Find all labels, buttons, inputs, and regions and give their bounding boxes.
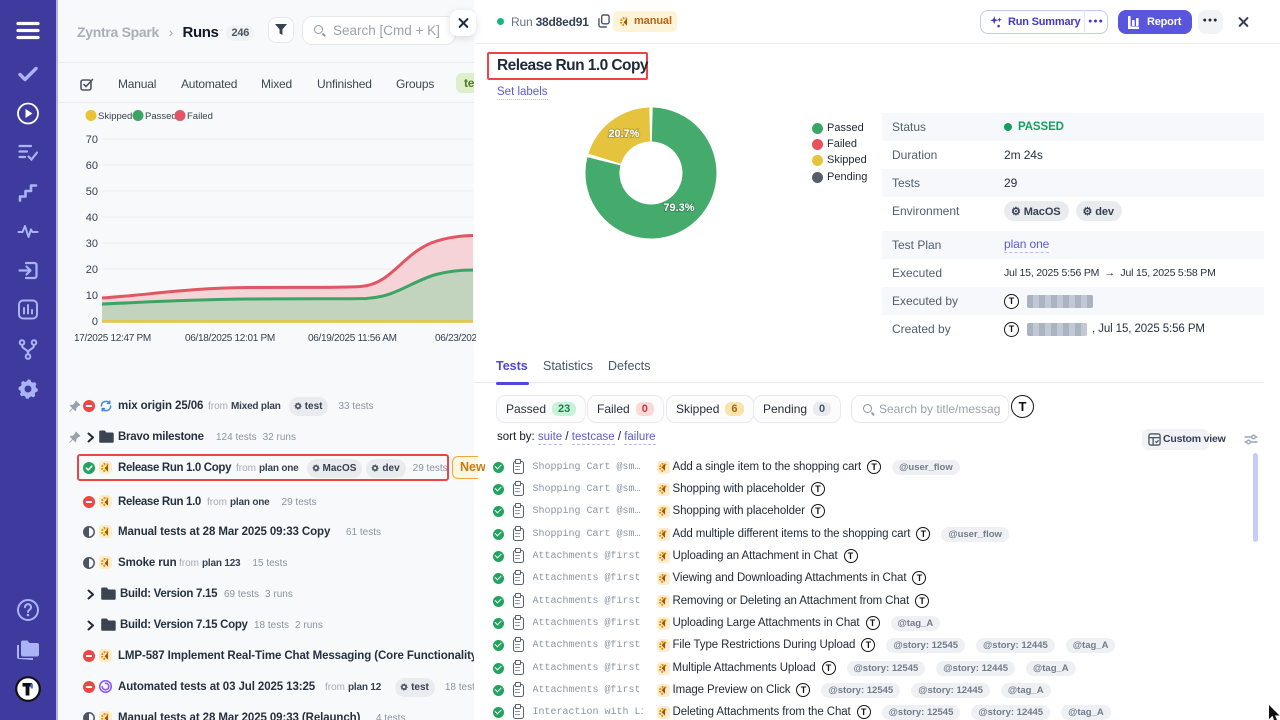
svg-text:06/18/2025 12:01 PM: 06/18/2025 12:01 PM	[185, 333, 275, 344]
svg-text:10: 10	[86, 290, 98, 302]
svg-text:70: 70	[86, 134, 98, 146]
svg-text:50: 50	[86, 186, 98, 198]
svg-text:30: 30	[86, 238, 98, 250]
svg-text:06/19/2025 11:56 AM: 06/19/2025 11:56 AM	[308, 333, 397, 344]
svg-text:Passed: Passed	[145, 111, 177, 122]
svg-text:20.7%: 20.7%	[608, 128, 639, 140]
svg-text:79.3%: 79.3%	[663, 202, 694, 214]
svg-text:60: 60	[86, 160, 98, 172]
svg-text:17/2025 12:47 PM: 17/2025 12:47 PM	[74, 333, 151, 344]
svg-text:06/23/202: 06/23/202	[435, 333, 476, 344]
svg-text:Skipped: Skipped	[98, 111, 132, 122]
svg-text:40: 40	[86, 212, 98, 224]
svg-text:0: 0	[92, 316, 98, 328]
svg-text:Failed: Failed	[187, 111, 213, 122]
svg-text:20: 20	[86, 264, 98, 276]
